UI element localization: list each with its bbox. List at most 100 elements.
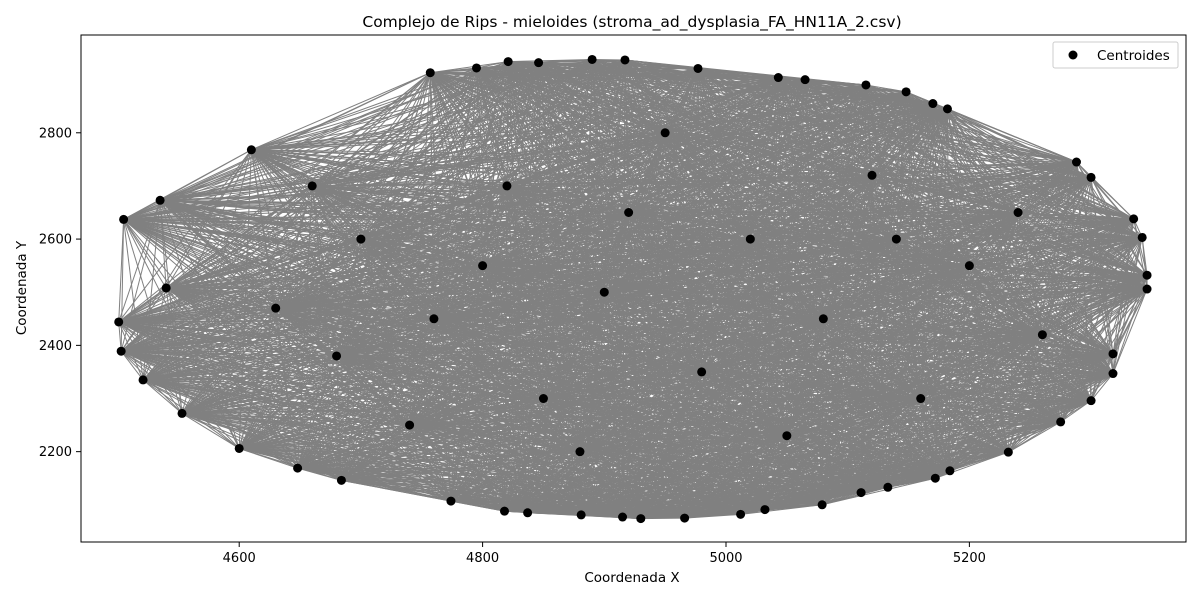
rips-edge	[506, 185, 951, 472]
rips-edge	[860, 398, 922, 493]
rips-edge	[251, 72, 431, 151]
centroid-point	[1037, 330, 1047, 340]
rips-edge	[665, 132, 1019, 213]
rips-edge	[664, 132, 1148, 276]
rips-edge	[665, 132, 1092, 178]
rips-edge	[579, 212, 630, 452]
rips-edge	[311, 185, 581, 453]
rips-edge	[506, 185, 581, 452]
rips-edge	[701, 371, 742, 515]
rips-edge	[311, 72, 431, 187]
rips-edge	[312, 185, 970, 267]
rips-edge	[920, 265, 970, 399]
rips-edge	[622, 435, 788, 518]
centroid-point	[429, 314, 439, 324]
rips-edge	[433, 318, 1043, 336]
rips-edge	[701, 371, 936, 479]
centroid-point	[405, 420, 415, 430]
rips-edge	[664, 132, 824, 320]
rips-edge	[896, 236, 1143, 240]
rips-edge	[360, 238, 702, 373]
centroid-point	[745, 234, 755, 244]
rips-edge	[896, 238, 1114, 355]
rips-edge	[165, 62, 539, 289]
rips-edge	[118, 321, 544, 400]
rips-edge	[786, 435, 862, 493]
rips-edge	[1112, 237, 1143, 374]
x-tick-label: 5000	[709, 551, 742, 566]
rips-edge	[239, 398, 921, 449]
rips-edge	[482, 185, 508, 266]
rips-edge	[896, 238, 1043, 336]
rips-edge	[120, 350, 144, 381]
rips-edge	[275, 185, 313, 309]
rips-edge	[1141, 237, 1148, 290]
rips-edge	[871, 91, 907, 176]
rips-edge	[239, 447, 580, 453]
rips-edge	[409, 371, 702, 426]
rips-edge	[920, 398, 1092, 402]
rips-edge	[409, 424, 787, 437]
legend-entry-centroides: Centroides	[1097, 48, 1170, 64]
rips-edge	[947, 108, 1077, 163]
centroid-point	[1108, 349, 1118, 359]
rips-edge	[143, 334, 1043, 381]
rips-edge	[341, 174, 873, 481]
rips-edge	[312, 185, 1148, 276]
rips-edge	[430, 61, 509, 74]
centroid-point	[446, 496, 456, 506]
centroid-point	[336, 475, 346, 485]
rips-edge	[542, 212, 630, 399]
rips-edge	[579, 398, 921, 453]
rips-edge	[311, 62, 539, 187]
centroid-point	[356, 234, 366, 244]
rips-edge	[312, 185, 897, 240]
rips-edge	[165, 59, 626, 289]
rips-edge	[579, 451, 741, 515]
rips-edge	[506, 174, 873, 187]
rips-edge	[336, 355, 787, 437]
centroid-point	[161, 283, 171, 293]
centroid-point	[534, 58, 544, 68]
rips-edge	[640, 371, 703, 519]
rips-edge	[312, 103, 933, 187]
x-tick-label: 4800	[466, 551, 499, 566]
rips-edge	[871, 174, 1134, 220]
rips-edge	[120, 132, 666, 352]
rips-edge	[181, 238, 362, 414]
centroid-point	[916, 394, 926, 404]
legend: Centroides	[1052, 41, 1179, 69]
centroid-point	[114, 317, 124, 327]
rips-edge	[778, 77, 1143, 238]
centroid-point	[856, 488, 866, 498]
x-axis-label: Coordenada X	[584, 570, 679, 586]
rips-edge	[181, 412, 581, 453]
rips-edge	[118, 149, 252, 323]
centroid-point	[138, 375, 148, 385]
rips-edge	[120, 68, 699, 352]
rips-edge	[433, 265, 483, 320]
rips-edge	[871, 161, 1077, 176]
rips-edge	[821, 334, 1043, 506]
plot-area	[114, 54, 1152, 524]
rips-edge	[482, 265, 1043, 336]
x-axis: 4600 4800 5000 5200	[223, 542, 986, 566]
rips-edge	[118, 321, 337, 357]
rips-edge	[165, 185, 313, 289]
rips-edge	[887, 334, 1043, 488]
rips-edge	[121, 350, 581, 453]
rips-edge	[543, 291, 605, 399]
points-layer	[114, 54, 1152, 524]
rips-edge	[543, 398, 787, 437]
rips-edge	[579, 435, 787, 453]
rips-edge	[1090, 373, 1114, 401]
rips-edge	[482, 265, 605, 293]
rips-edge	[336, 132, 666, 357]
rips-edge	[336, 212, 629, 357]
rips-edge	[580, 318, 824, 516]
rips-edge	[786, 435, 823, 506]
rips-edge	[181, 318, 824, 414]
centroid-point	[1142, 270, 1152, 280]
rips-edge	[275, 174, 873, 309]
